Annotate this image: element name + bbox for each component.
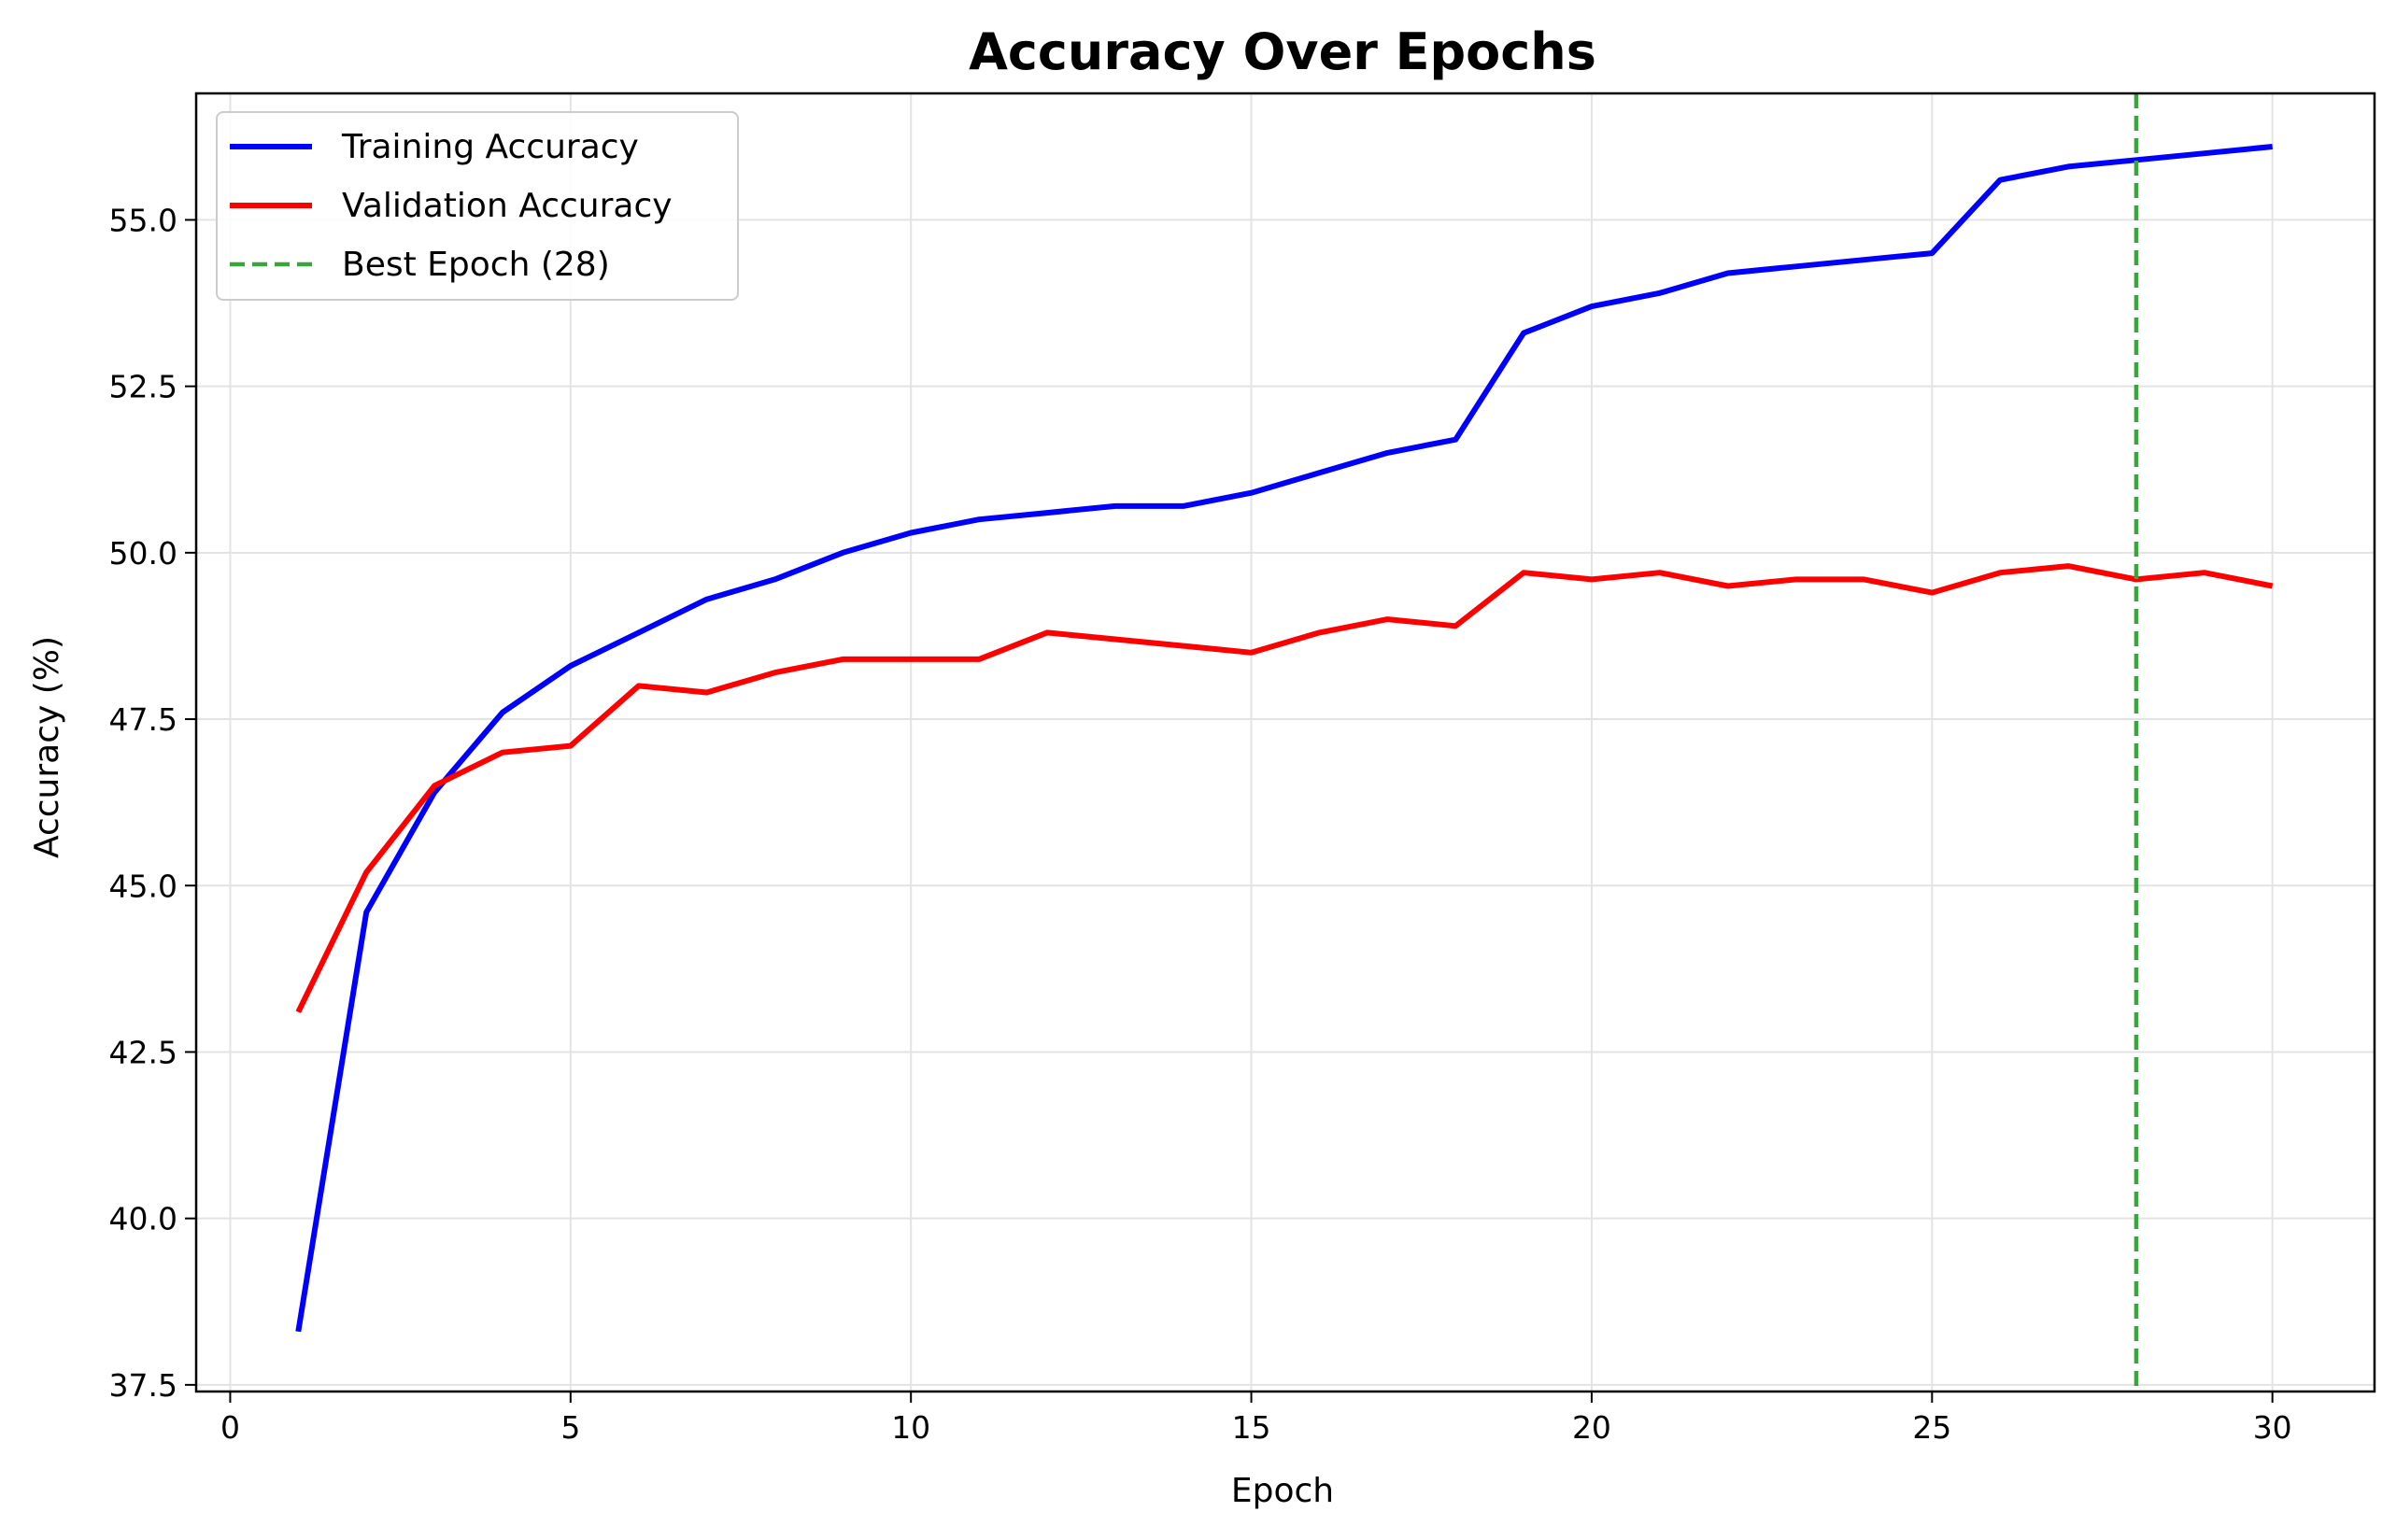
x-tick-label: 0 [220, 1409, 240, 1446]
legend-box [216, 111, 739, 301]
legend-label-validation: Validation Accuracy [342, 187, 673, 225]
x-tick-label: 20 [1572, 1409, 1611, 1446]
plot-frame [194, 92, 2376, 1393]
y-tick-label: 40.0 [109, 1201, 177, 1237]
series-lines [295, 144, 2274, 1333]
grid-lines [196, 93, 2375, 1392]
legend: Training Accuracy Validation Accuracy Be… [216, 111, 739, 301]
chart-title: Accuracy Over Epochs [969, 22, 1596, 81]
legend-label-training: Training Accuracy [341, 128, 639, 166]
y-tick-label: 52.5 [109, 369, 177, 405]
series-line-training [295, 144, 2273, 1333]
x-tick-label: 25 [1912, 1409, 1951, 1446]
x-axis-label: Epoch [1231, 1472, 1334, 1510]
x-tick-label: 10 [891, 1409, 930, 1446]
legend-label-best-epoch: Best Epoch (28) [342, 246, 610, 284]
x-tick-label: 5 [560, 1409, 580, 1446]
x-tick-label: 30 [2253, 1409, 2292, 1446]
y-axis-label: Accuracy (%) [28, 636, 66, 858]
y-tick-label: 50.0 [109, 535, 177, 572]
y-tick-label: 45.0 [109, 868, 177, 904]
y-tick-label: 37.5 [109, 1367, 177, 1404]
x-tick-label: 15 [1232, 1409, 1271, 1446]
x-axis-ticks: 0 5 10 15 20 25 30 [220, 1392, 2292, 1446]
series-line-validation [295, 563, 2274, 1014]
y-tick-label: 47.5 [109, 701, 177, 738]
y-tick-label: 55.0 [109, 202, 177, 238]
y-axis-ticks: 37.5 40.0 42.5 45.0 47.5 50.0 52.5 55.0 [109, 202, 196, 1404]
y-tick-label: 42.5 [109, 1034, 177, 1070]
